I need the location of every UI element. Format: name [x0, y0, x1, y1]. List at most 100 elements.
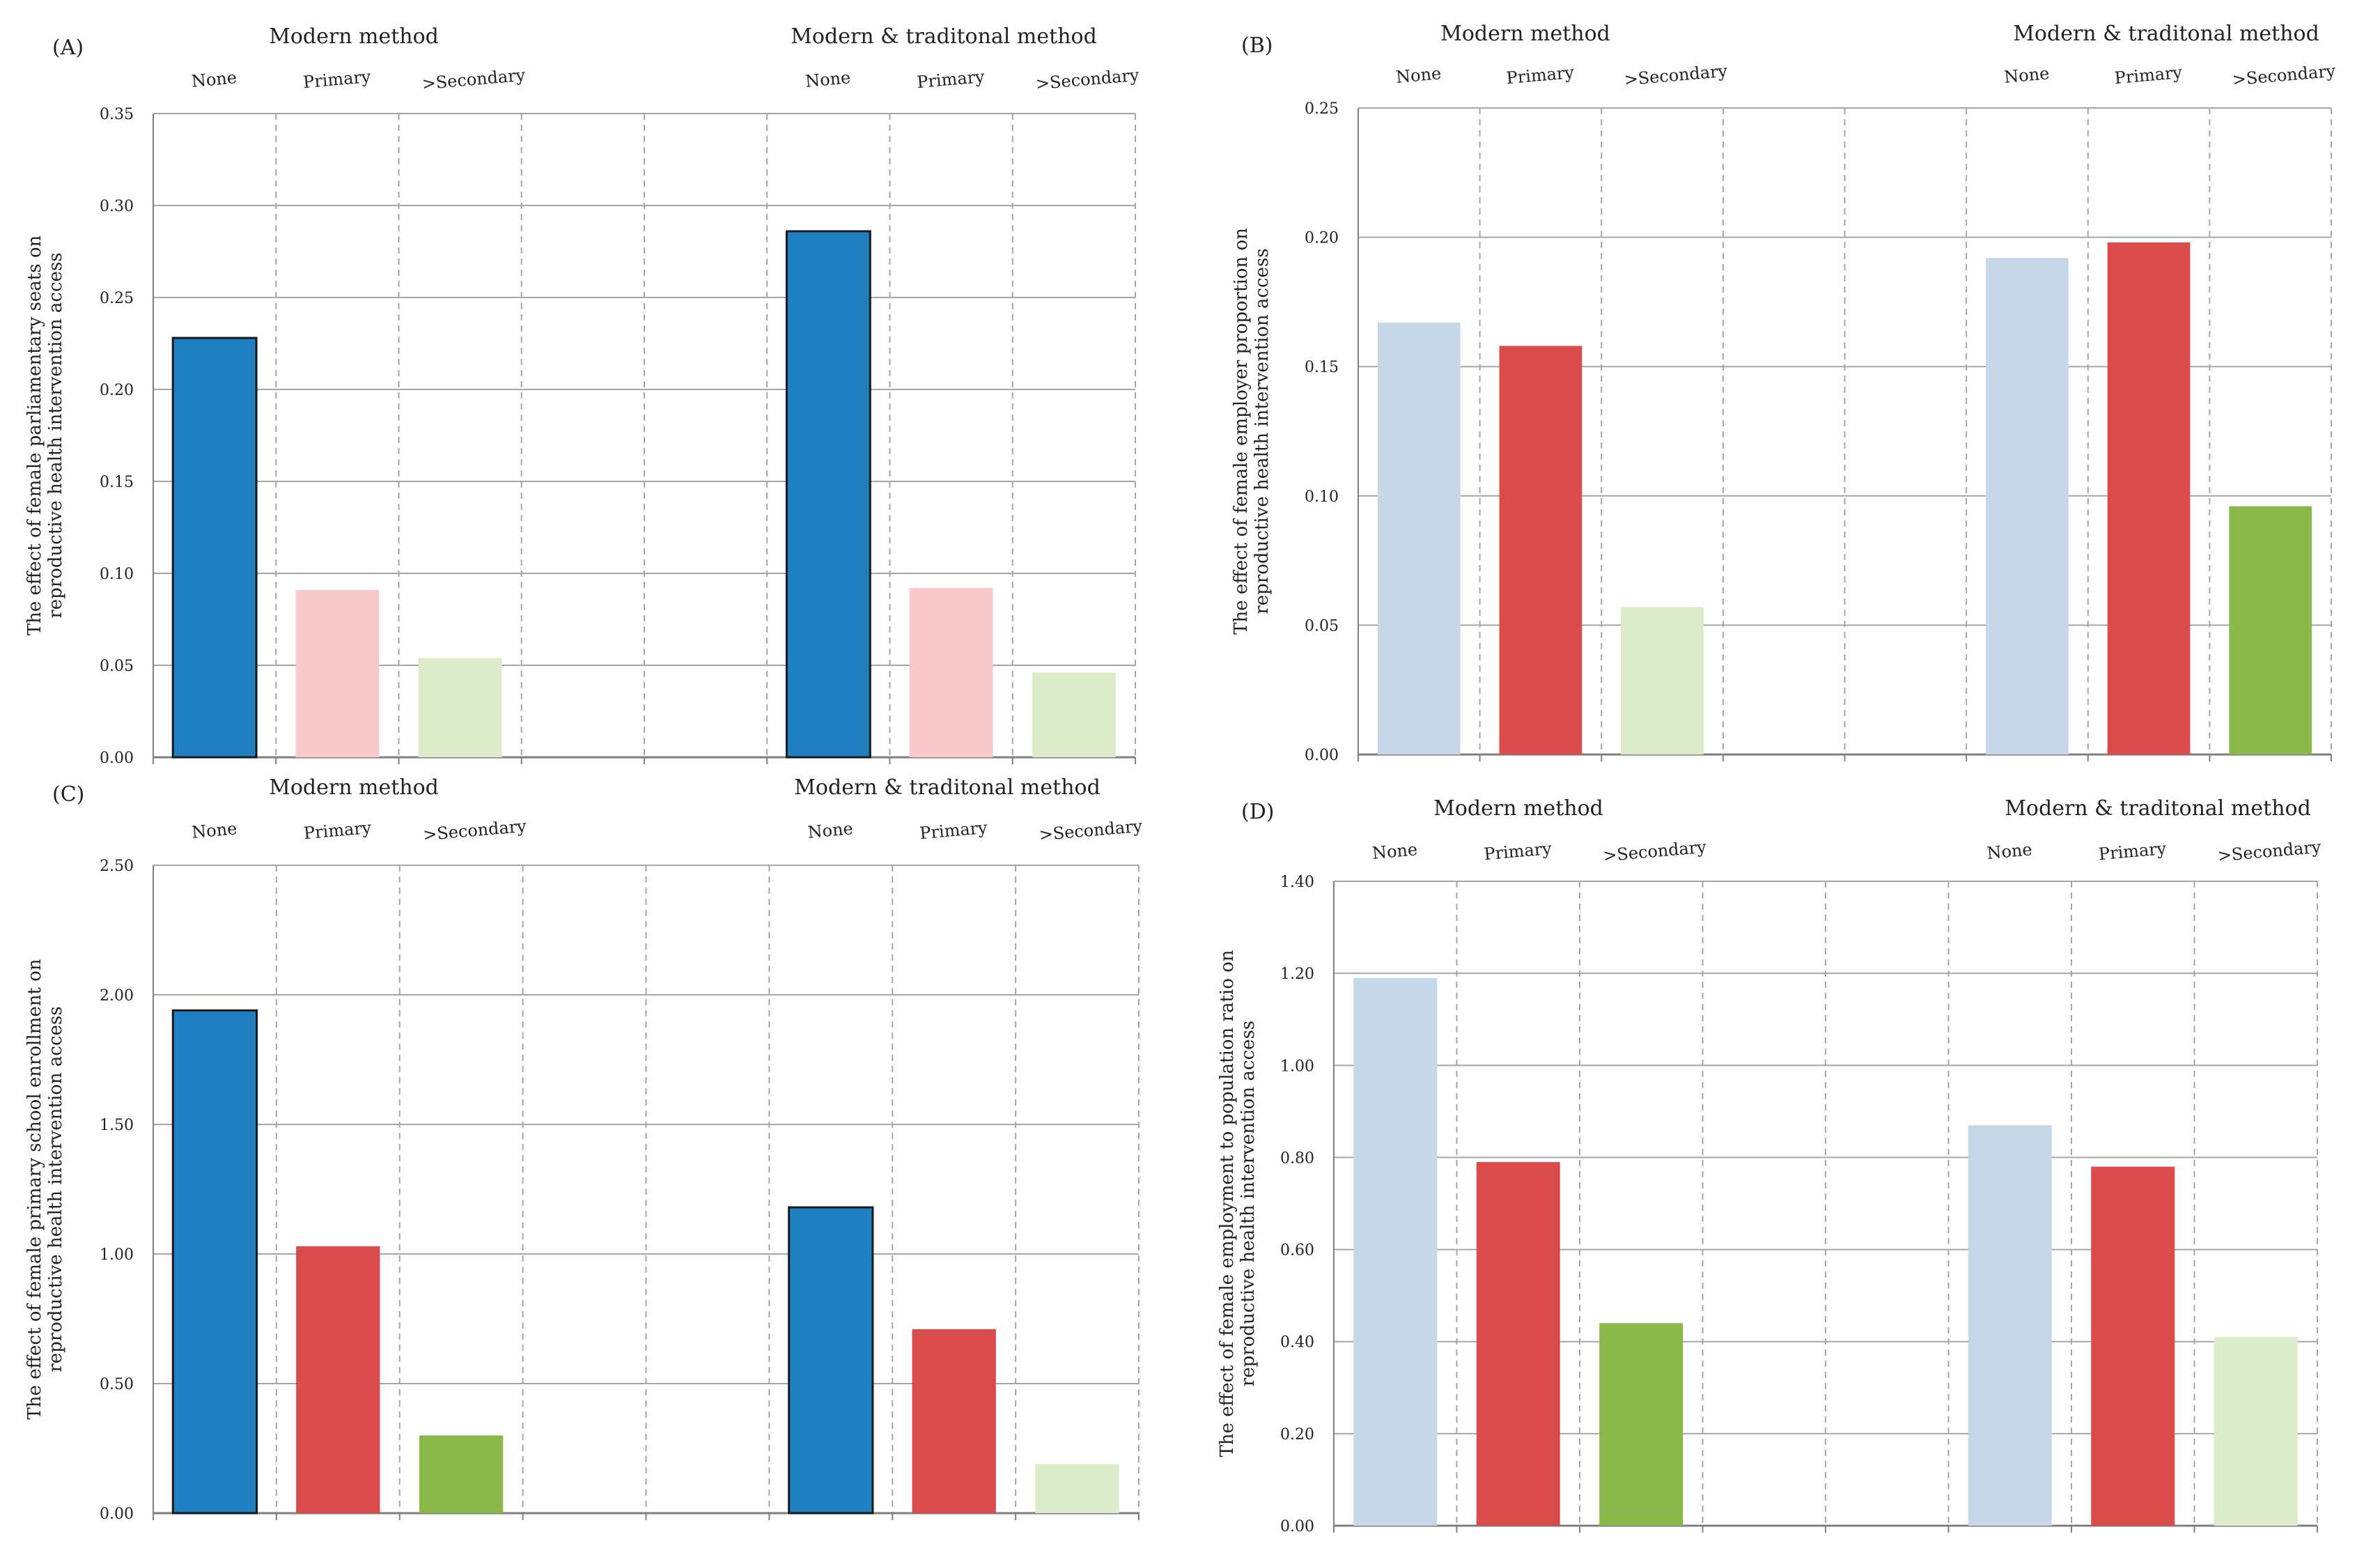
- category-label: None: [191, 819, 238, 842]
- y-tick-label: 0.20: [1280, 1426, 1314, 1443]
- bar-modern-method-primary: [296, 1246, 380, 1513]
- bar-modern-method-primary: [295, 589, 380, 757]
- y-tick-label: 1.00: [1280, 1058, 1314, 1075]
- y-tick-label: 0.35: [100, 106, 134, 123]
- category-label: >Secondary: [2232, 61, 2337, 90]
- panel-label: (B): [1241, 33, 1273, 58]
- y-axis-title-line: The effect of female employment to popul…: [1217, 950, 1238, 1457]
- category-label: Primary: [919, 818, 988, 843]
- category-label: Primary: [303, 818, 373, 843]
- y-tick-label: 0.60: [1280, 1242, 1314, 1260]
- panel-c: (C) 0.00 0.50 1.00 1.50 2.00 2.50 Modern method…: [24, 775, 1144, 1523]
- panel-label: (D): [1241, 800, 1274, 824]
- category-label: None: [2003, 63, 2050, 87]
- bar-modern-traditonal-method-none: [1968, 1125, 2052, 1526]
- category-label: >Secondary: [1035, 65, 1140, 94]
- y-tick-label: 2.50: [100, 858, 134, 875]
- bar-modern-method-secondary: [1621, 607, 1704, 754]
- bar-modern-traditonal-method-secondary: [2229, 506, 2312, 754]
- y-tick-label: 0.00: [1280, 1518, 1314, 1535]
- bar-modern-traditonal-method-primary: [2107, 242, 2191, 754]
- y-tick-label: 0.05: [100, 658, 134, 675]
- category-label: >Secondary: [421, 65, 527, 94]
- y-tick-label: 1.50: [100, 1117, 134, 1134]
- y-axis-title-line: reproductive health intervention access: [45, 1006, 66, 1372]
- bar-modern-traditonal-method-none: [1986, 258, 2069, 754]
- y-tick-label: 0.20: [1305, 230, 1339, 247]
- bar-modern-method-none: [1353, 977, 1438, 1526]
- y-axis-title-line: reproductive health intervention access: [1238, 1021, 1259, 1386]
- y-tick-label: 1.40: [1280, 874, 1314, 891]
- bar-modern-method-none: [171, 336, 258, 759]
- y-tick-label: 0.20: [100, 382, 134, 399]
- category-label: Primary: [1483, 839, 1553, 864]
- y-tick-label: 0.25: [100, 290, 134, 307]
- category-label: Primary: [2098, 839, 2168, 864]
- y-tick-label: 0.10: [100, 566, 134, 583]
- y-tick-label: 0.00: [1305, 747, 1339, 764]
- group-label: Modern & traditonal method: [2005, 796, 2311, 821]
- group-label: Modern method: [1440, 22, 1610, 46]
- y-axis-title: The effect of female employer proportion…: [1231, 228, 1273, 635]
- y-tick-label: 0.00: [100, 1506, 134, 1523]
- bar-modern-traditonal-method-secondary: [1032, 672, 1116, 757]
- bar-modern-method-secondary: [418, 658, 502, 757]
- y-tick-label: 0.00: [100, 750, 134, 767]
- category-label: >Secondary: [1039, 816, 1144, 845]
- group-label: Modern & traditonal method: [2013, 22, 2319, 46]
- bar-modern-method-primary: [1476, 1162, 1560, 1526]
- group-label: Modern method: [269, 775, 439, 800]
- y-tick-label: 0.25: [1305, 100, 1339, 118]
- bar-modern-method-secondary: [419, 1435, 504, 1513]
- y-tick-label: 0.15: [1305, 359, 1339, 376]
- bar-modern-traditonal-method-primary: [2091, 1166, 2175, 1526]
- bar-modern-traditonal-method-none: [785, 230, 871, 759]
- y-axis-title: The effect of female employment to popul…: [1217, 950, 1259, 1457]
- y-tick-label: 0.10: [1305, 488, 1339, 506]
- bar-modern-traditonal-method-primary: [909, 588, 993, 757]
- y-axis-title-line: The effect of female primary school enro…: [24, 959, 45, 1419]
- bar-modern-method-none: [1377, 323, 1461, 754]
- y-tick-label: 2.00: [100, 987, 134, 1005]
- panel-a: (A) 0.00 0.05 0.10 0.15 0.20 0.25 0.30 0.35 Moder…: [24, 24, 1140, 767]
- category-label: None: [804, 68, 851, 91]
- y-axis-title: The effect of female primary school enro…: [24, 959, 66, 1419]
- y-tick-label: 0.40: [1280, 1334, 1314, 1352]
- y-axis-title: The effect of female parliamentary seats…: [24, 235, 66, 636]
- group-label: Modern method: [1433, 796, 1603, 821]
- y-tick-label: 0.50: [100, 1376, 134, 1393]
- category-label: >Secondary: [1602, 837, 1707, 866]
- y-tick-label: 1.00: [100, 1246, 134, 1264]
- y-axis-title-line: reproductive health intervention access: [1252, 248, 1273, 614]
- bar-modern-traditonal-method-secondary: [1035, 1464, 1119, 1513]
- y-axis-title-line: The effect of female employer proportion…: [1231, 228, 1252, 635]
- category-label: >Secondary: [1624, 61, 1729, 90]
- bar-modern-traditonal-method-secondary: [2214, 1337, 2298, 1526]
- bar-modern-traditonal-method-none: [788, 1206, 874, 1515]
- panel-b: (B) 0.00 0.05 0.10 0.15 0.20 0.25 Modern method…: [1231, 22, 2337, 764]
- group-label: Modern & traditonal method: [791, 24, 1097, 49]
- y-tick-label: 0.30: [100, 198, 134, 215]
- category-label: None: [191, 68, 238, 91]
- panel-label: (A): [52, 36, 84, 60]
- panel-d: (D) 0.00 0.20 0.40 0.60 0.80 1.00 1.20 1.40 Moder…: [1217, 796, 2322, 1535]
- bar-modern-method-primary: [1499, 346, 1582, 754]
- group-label: Modern & traditonal method: [794, 775, 1100, 800]
- category-label: None: [1371, 839, 1418, 863]
- y-tick-label: 1.20: [1280, 966, 1314, 983]
- category-label: None: [807, 819, 853, 842]
- category-label: >Secondary: [422, 816, 527, 845]
- panel-label: (C): [52, 782, 84, 807]
- category-label: None: [1395, 63, 1442, 87]
- category-label: None: [1986, 839, 2032, 863]
- y-tick-label: 0.15: [100, 474, 134, 491]
- category-label: >Secondary: [2217, 837, 2322, 866]
- bar-modern-method-secondary: [1599, 1323, 1683, 1526]
- bar-modern-traditonal-method-primary: [912, 1329, 996, 1513]
- y-tick-label: 0.05: [1305, 617, 1339, 635]
- category-label: Primary: [2114, 63, 2184, 88]
- bar-modern-method-none: [171, 1009, 258, 1515]
- category-label: Primary: [302, 67, 372, 92]
- y-tick-label: 0.80: [1280, 1150, 1314, 1167]
